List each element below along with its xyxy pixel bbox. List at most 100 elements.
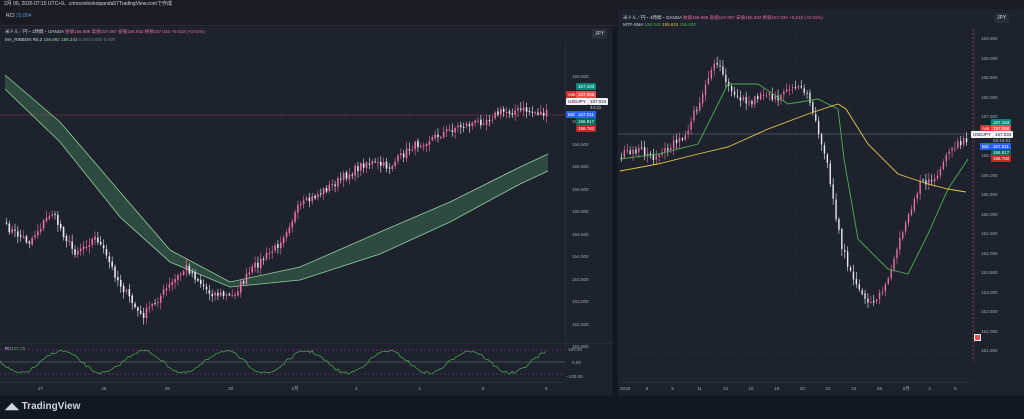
right-price-tick: 154.500: [981, 231, 998, 236]
left-time-tick: 6: [545, 386, 548, 391]
right-price-axis[interactable]: 159.500 159.000 158.500 158.000 157.500 157.0…: [974, 29, 1024, 362]
right-time-axis[interactable]: 2026 6 8 11 13 15 18 20 22 24 26 2月 4 6: [618, 382, 974, 396]
right-price-chart[interactable]: [618, 29, 974, 362]
left-candle: [534, 112, 536, 114]
left-symbol-tag: USDJPY: [566, 98, 588, 105]
rci-header-label: RCI: [6, 13, 15, 19]
panel-divider[interactable]: [613, 27, 617, 395]
right-currency-button[interactable]: JPY: [994, 13, 1010, 23]
left-candle: [65, 236, 68, 242]
left-candle: [545, 110, 548, 117]
left-candle: [434, 134, 436, 139]
left-candle: [102, 245, 105, 249]
left-price-tick: 155.000: [572, 209, 589, 214]
left-price-tick: 155.500: [572, 186, 589, 192]
right-candle: [925, 180, 927, 185]
left-candle: [374, 161, 376, 163]
left-candle: [254, 262, 256, 268]
right-price-tick: 158.000: [981, 94, 998, 100]
left-candle: [474, 120, 476, 123]
right-chart-panel[interactable]: 米ドル／円・4時間・OANDA 始値156.999 高値157.067 安値15…: [618, 9, 1024, 395]
right-candle: [754, 96, 756, 105]
left-candle: [68, 240, 71, 242]
ma-ribbon-v4: 0.000: [91, 37, 103, 42]
left-candle: [288, 227, 291, 233]
left-candle: [222, 291, 225, 296]
right-candle: [620, 157, 623, 159]
right-candle: [687, 130, 689, 135]
sma-name: MTF-SMA: [623, 22, 644, 27]
left-candle: [28, 241, 31, 244]
left-bid-label: Bid: [566, 111, 577, 118]
left-candle: [85, 246, 88, 248]
left-candle: [137, 307, 139, 311]
left-price-chart[interactable]: [0, 42, 565, 347]
left-candle: [162, 289, 165, 295]
right-candle: [835, 199, 837, 220]
right-candle: [638, 148, 640, 153]
left-candle: [442, 131, 445, 138]
tradingview-logo: ◢◣ TradingView: [5, 401, 80, 412]
right-candle: [809, 92, 811, 104]
left-candle: [485, 119, 488, 125]
left-currency-button[interactable]: JPY: [592, 29, 608, 39]
left-candle: [225, 294, 228, 296]
right-candle: [922, 179, 924, 181]
calendar-event-icon[interactable]: [974, 334, 981, 341]
left-candle: [48, 216, 51, 219]
left-candle: [325, 187, 328, 192]
right-last-price-tag: 157.034: [993, 131, 1014, 138]
right-candle: [661, 152, 663, 156]
left-candle: [202, 284, 205, 287]
left-time-axis[interactable]: 27 28 29 30 2月 3 4 5 6: [0, 382, 565, 396]
right-candle: [643, 147, 646, 156]
left-candle: [74, 249, 76, 255]
right-candle: [867, 298, 869, 303]
left-candle: [22, 237, 25, 239]
left-candle: [262, 259, 265, 261]
right-time-tick: 2026: [620, 386, 631, 391]
rci-pane[interactable]: RCI 97.75 100.00 0.00 −100.00: [0, 343, 612, 382]
left-candle: [214, 292, 216, 296]
left-ma1-tag: 157.058: [576, 91, 597, 98]
right-candle: [948, 151, 950, 154]
right-candle: [788, 89, 791, 91]
left-candle: [348, 174, 351, 180]
left-price-tick: 154.000: [572, 254, 589, 259]
right-time-tick: 11: [697, 386, 702, 391]
right-candle: [791, 87, 794, 89]
left-candle: [371, 161, 374, 165]
right-candle: [783, 91, 785, 95]
left-candle: [285, 232, 288, 238]
right-candle: [954, 148, 956, 150]
right-candle: [896, 249, 898, 258]
left-candle: [17, 231, 19, 237]
left-candle: [88, 245, 91, 247]
ma-ribbon-fill: [5, 75, 548, 287]
right-candle: [733, 91, 736, 95]
left-chart-panel[interactable]: 米ドル／円・1時間・OANDA 始値156.999 高値157.067 安値15…: [0, 27, 612, 395]
right-candle: [730, 85, 733, 92]
left-candle: [537, 112, 539, 115]
right-candle: [962, 138, 965, 145]
left-ma3-tag: 156.782: [576, 125, 597, 132]
rci-legend-label: RCI: [5, 346, 13, 351]
right-candle: [701, 94, 704, 104]
ma-ribbon-lower: [4, 88, 549, 288]
left-candle: [308, 197, 311, 202]
left-candle: [274, 245, 276, 251]
right-candle: [812, 102, 814, 113]
right-price-tick: 154.000: [981, 250, 998, 256]
right-time-tick: 8: [671, 386, 674, 391]
left-candle: [477, 120, 479, 122]
left-candle: [182, 271, 185, 275]
right-candle: [928, 179, 930, 184]
left-candle: [248, 272, 251, 275]
right-candle: [904, 222, 907, 232]
left-time-tick: 30: [228, 386, 234, 391]
right-candle: [771, 94, 773, 100]
right-price-tick: 157.500: [981, 114, 998, 119]
right-legend-change: +0.010 (+0.01%): [789, 15, 823, 20]
right-price-tick: 159.500: [981, 36, 998, 41]
left-candle: [422, 145, 425, 147]
